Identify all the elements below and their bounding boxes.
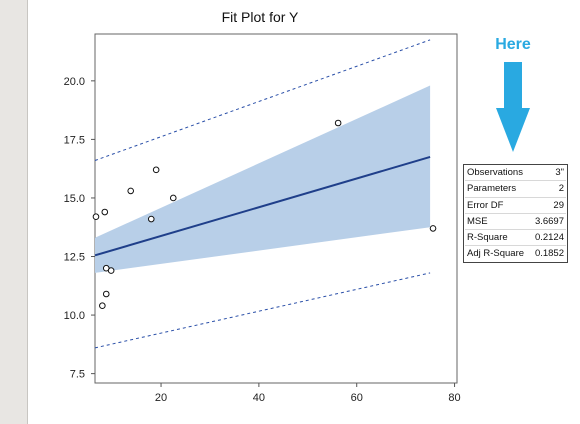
stat-row: Error DF 29 xyxy=(465,198,566,214)
confidence-band xyxy=(95,85,431,273)
data-point xyxy=(99,302,106,310)
data-point xyxy=(101,208,109,216)
here-annotation: Here xyxy=(495,36,531,53)
y-tick-label: 20.0 xyxy=(64,76,85,88)
data-point xyxy=(429,225,437,232)
fit-statistics-table: Observations 3" Parameters 2 Error DF 29 MSE 3.… xyxy=(463,164,568,263)
stat-row: R-Square 0.2124 xyxy=(465,230,566,247)
stat-value: 3" xyxy=(555,167,564,178)
data-point xyxy=(147,215,155,223)
data-point xyxy=(92,213,100,220)
data-point xyxy=(127,187,135,195)
x-tick-label: 20 xyxy=(155,392,167,404)
y-tick-label: 17.5 xyxy=(64,134,85,146)
stat-label: Parameters xyxy=(467,183,517,195)
stat-label: Error DF xyxy=(467,199,504,211)
y-tick-label: 12.5 xyxy=(64,252,85,264)
fit-line xyxy=(94,156,431,257)
data-point xyxy=(169,194,177,202)
prediction-limit-upper xyxy=(94,39,431,161)
stat-label: Adj R-Square xyxy=(467,248,525,260)
data-point xyxy=(334,119,342,127)
stat-value: 0.1852 xyxy=(534,248,564,260)
x-tick-label: 60 xyxy=(351,392,363,404)
y-tick-label: 10.0 xyxy=(64,310,85,322)
data-point xyxy=(102,290,110,298)
chart-title: Fit Plot for Y xyxy=(222,9,299,25)
stat-label: Observations xyxy=(467,167,523,178)
x-tick-label: 80 xyxy=(448,392,460,404)
stat-value: 0.2124 xyxy=(534,232,564,244)
y-tick-label: 7.5 xyxy=(70,369,85,381)
stat-row: Observations 3" xyxy=(465,165,566,182)
stat-row: MSE 3.6697 xyxy=(465,214,566,231)
x-tick-label: 40 xyxy=(253,392,265,404)
data-point xyxy=(107,267,115,274)
stat-label: R-Square xyxy=(467,232,508,244)
stat-row: Parameters 2 xyxy=(465,181,566,198)
data-point xyxy=(152,166,160,174)
down-arrow-icon xyxy=(496,62,530,152)
stat-value: 3.6697 xyxy=(534,215,564,227)
y-tick-label: 15.0 xyxy=(64,193,85,205)
stat-value: 2 xyxy=(558,183,564,195)
stat-label: MSE xyxy=(467,215,488,227)
stat-row: Adj R-Square 0.1852 xyxy=(465,246,566,261)
left-panel-edge xyxy=(0,0,28,424)
stat-value: 29 xyxy=(553,199,564,211)
